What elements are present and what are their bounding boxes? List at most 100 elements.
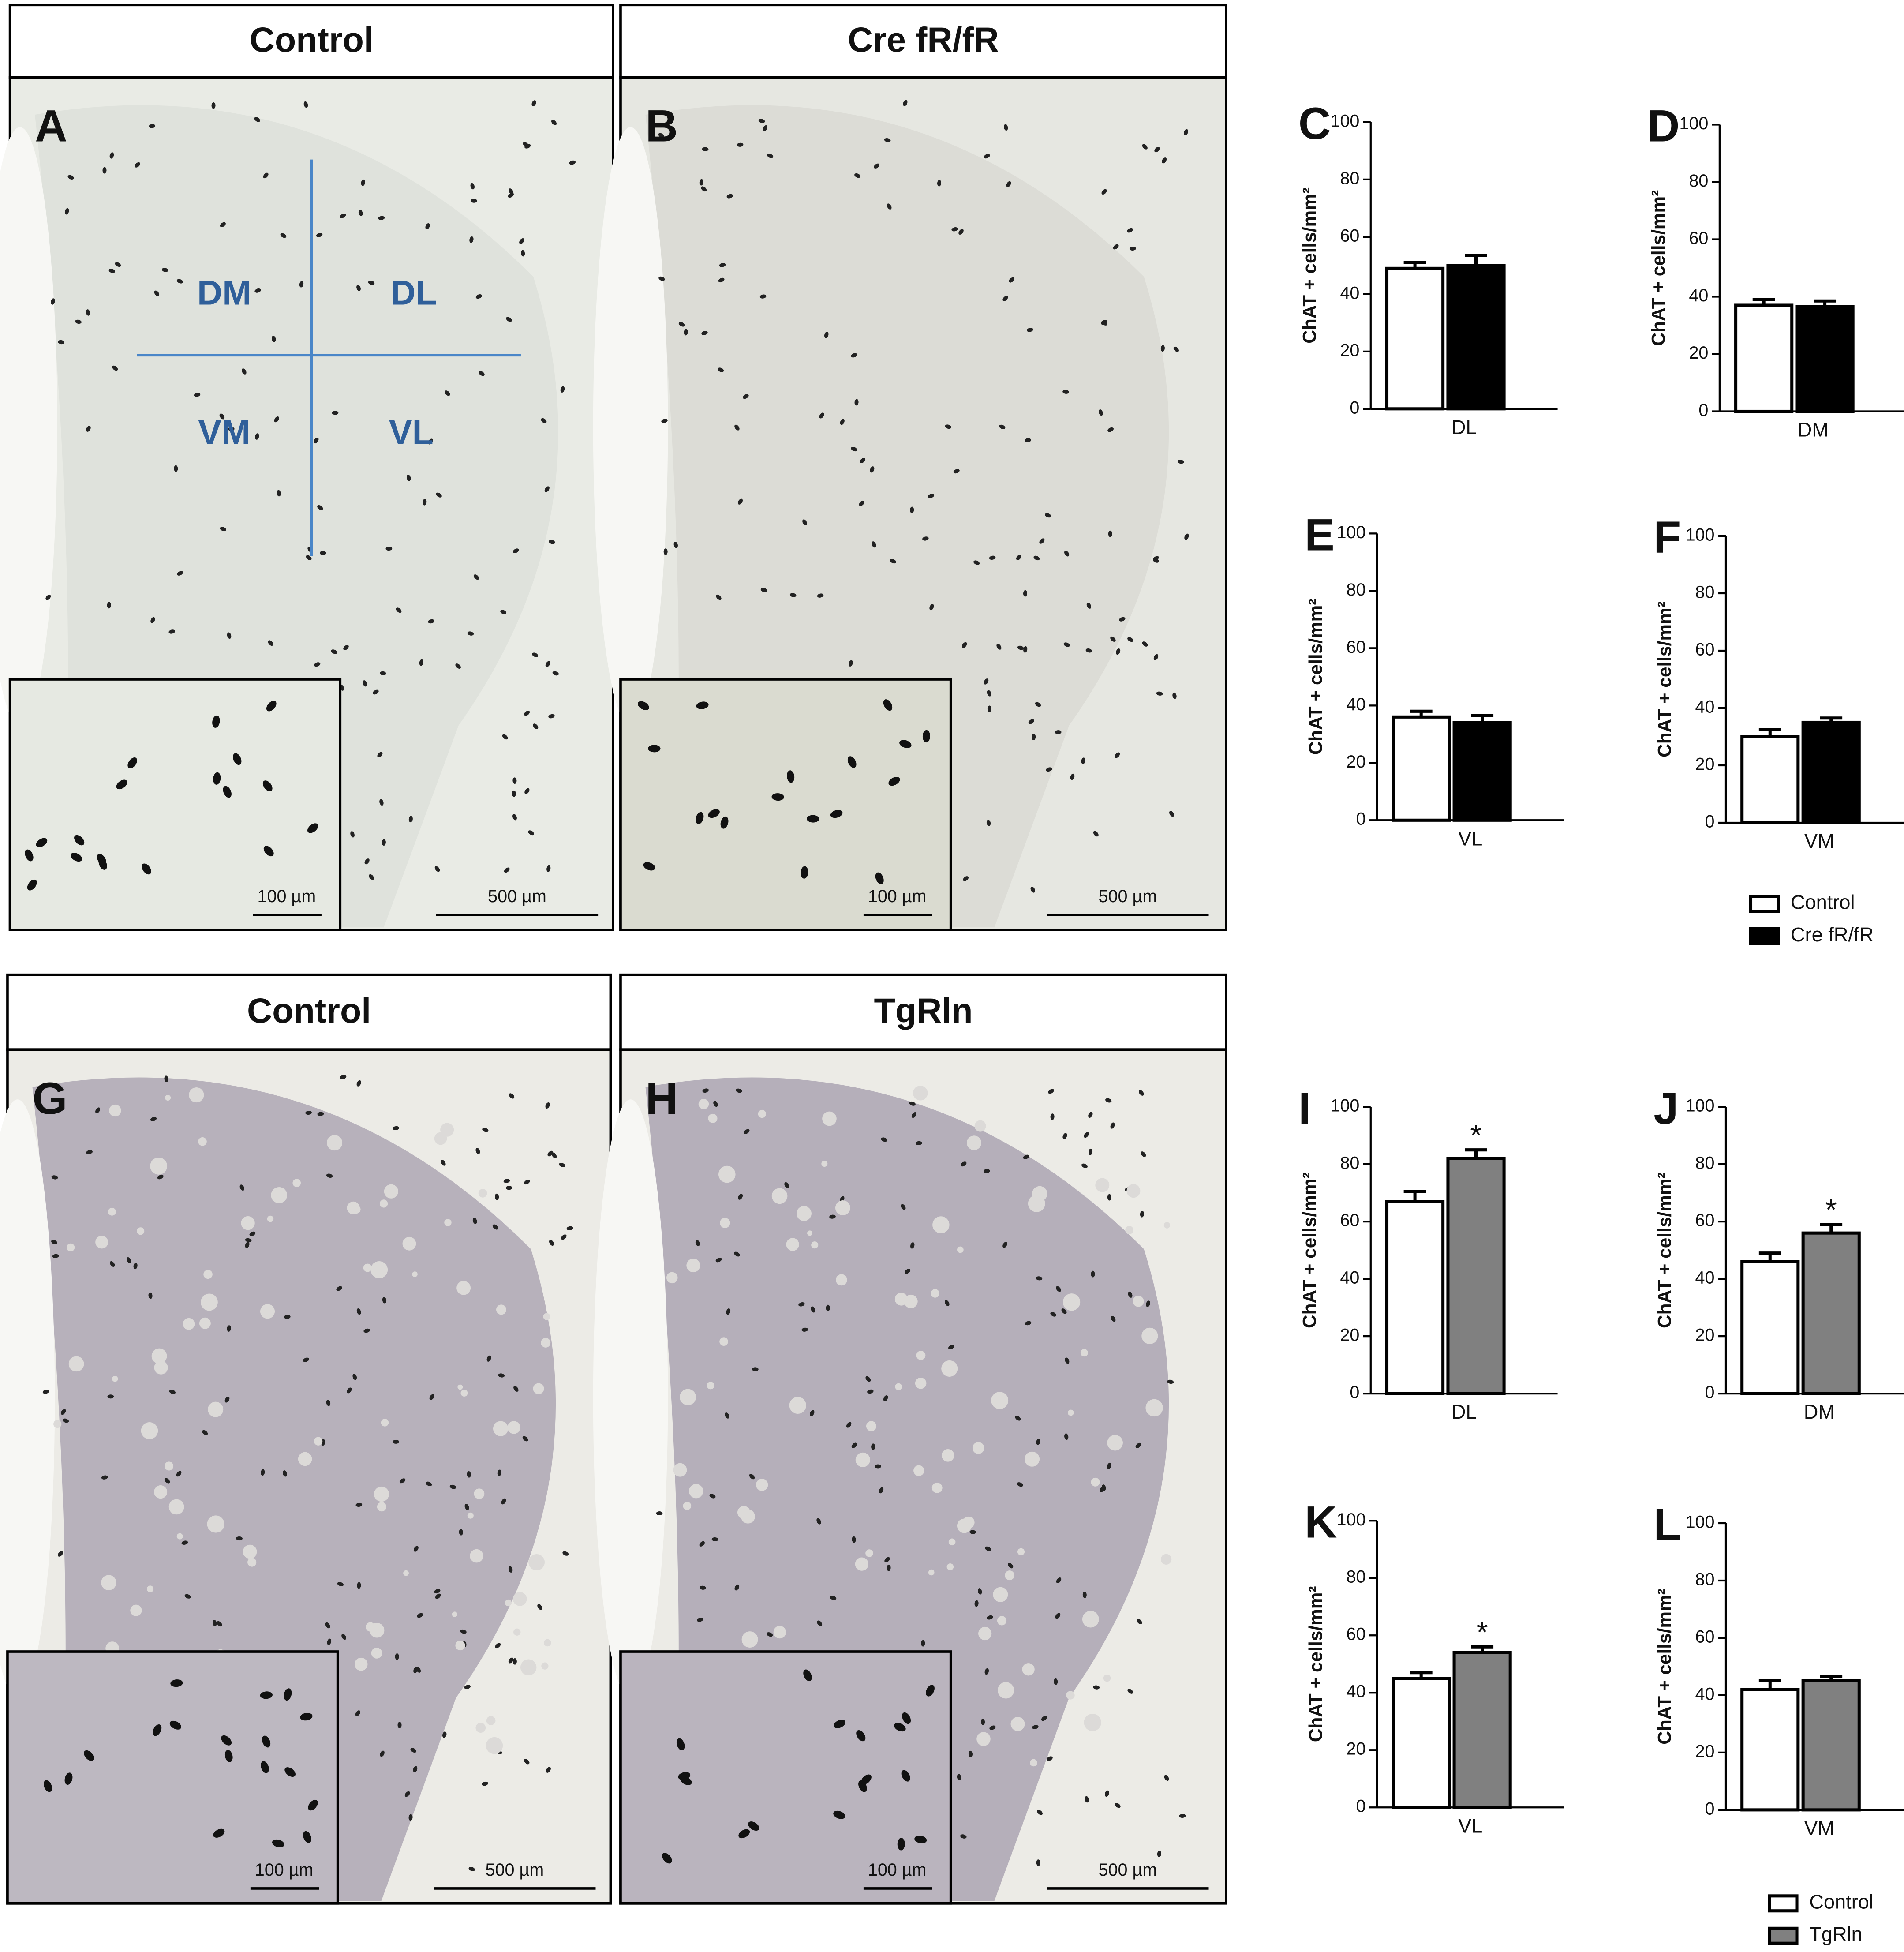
cell <box>1055 730 1062 734</box>
y-tick-label: 80 <box>1346 1567 1365 1587</box>
fiber-bundle <box>130 1604 142 1616</box>
cell <box>986 820 991 826</box>
inset-cell <box>648 745 661 753</box>
cell <box>1085 648 1092 653</box>
inset-cell <box>127 757 137 768</box>
x-tick-label: VL <box>1458 827 1482 850</box>
fiber-bundle <box>478 1189 487 1198</box>
cell <box>102 167 107 174</box>
cell <box>524 1180 530 1185</box>
cell <box>1128 1291 1133 1298</box>
fiber-bundle <box>993 1587 1008 1602</box>
cell <box>380 1750 385 1757</box>
cell <box>306 555 312 561</box>
cell <box>164 1075 168 1083</box>
cell <box>987 705 991 712</box>
cell <box>870 466 875 473</box>
cell <box>303 1357 309 1362</box>
cell <box>1113 244 1119 250</box>
cell <box>851 446 857 452</box>
cell <box>551 120 557 125</box>
cell <box>851 1442 857 1448</box>
cell <box>726 194 733 199</box>
cell <box>1137 1619 1142 1625</box>
fiber-bundle <box>440 1123 454 1137</box>
cell <box>471 199 477 203</box>
cell <box>213 1620 217 1626</box>
y-axis-label: ChAT + cells/mm² <box>1654 1589 1675 1745</box>
cell <box>254 117 260 122</box>
x-tick-label: VM <box>1804 830 1834 852</box>
inset-cell <box>262 1735 271 1748</box>
cell <box>734 1251 740 1257</box>
cell <box>545 1102 550 1109</box>
cell <box>849 660 853 667</box>
fiber-bundle <box>456 1281 471 1295</box>
cell <box>378 216 385 220</box>
fiber-bundle <box>1022 1663 1035 1676</box>
fiber-bundle <box>957 1518 972 1533</box>
fiber-bundle <box>865 1549 873 1557</box>
cell <box>227 1325 231 1332</box>
y-tick-label: 40 <box>1695 1684 1715 1704</box>
cell <box>467 631 474 636</box>
inset-cell <box>27 879 37 891</box>
cell <box>52 1254 59 1258</box>
cell <box>283 1470 287 1477</box>
cell <box>1082 1592 1087 1598</box>
cell <box>337 1582 344 1587</box>
cell <box>169 1390 176 1394</box>
cell <box>1016 555 1021 560</box>
fiber-bundle <box>855 1557 869 1571</box>
cell <box>1035 702 1041 707</box>
cell <box>1177 460 1184 464</box>
fiber-bundle <box>513 1628 521 1636</box>
cell <box>314 438 319 444</box>
cell <box>910 506 914 513</box>
cell <box>107 602 111 609</box>
cell <box>658 133 664 138</box>
cell <box>999 424 1006 429</box>
cell <box>1110 636 1116 642</box>
region-label: DM <box>197 273 251 312</box>
cell <box>1062 390 1069 394</box>
cell <box>697 1618 703 1622</box>
fiber-bundle <box>496 1304 507 1315</box>
cell <box>884 138 891 142</box>
cell <box>509 1093 515 1099</box>
cell <box>467 1471 471 1478</box>
fiber-bundle <box>412 1271 418 1277</box>
cell <box>280 233 287 238</box>
cell <box>107 1394 114 1399</box>
cell <box>840 419 845 425</box>
cell <box>326 1173 333 1178</box>
cell <box>1023 1154 1029 1159</box>
cell <box>1167 1379 1174 1384</box>
inset-cell <box>883 699 893 711</box>
cell <box>549 1240 554 1246</box>
cell <box>695 1240 700 1247</box>
fiber-bundle <box>247 1558 257 1567</box>
cell <box>508 193 514 198</box>
fiber-bundle <box>1017 1548 1025 1555</box>
inset-cell <box>64 1772 73 1785</box>
cell <box>368 281 375 285</box>
inset-cell <box>748 1821 759 1831</box>
y-tick-label: 40 <box>1340 283 1359 303</box>
cell <box>561 1234 567 1240</box>
cell <box>317 1112 324 1116</box>
fiber-bundle <box>836 1274 847 1286</box>
cell <box>985 1546 991 1551</box>
inset-cell <box>875 872 884 884</box>
fiber-bundle <box>1161 1554 1172 1565</box>
inset-cell <box>834 1720 845 1728</box>
panel-letter: B <box>645 101 677 151</box>
cell <box>1030 886 1036 893</box>
cell <box>1056 1577 1062 1583</box>
fiber-bundle <box>207 1515 224 1533</box>
cell <box>887 1564 891 1571</box>
cell <box>545 661 550 667</box>
bar <box>1446 264 1506 411</box>
cell <box>513 548 519 553</box>
